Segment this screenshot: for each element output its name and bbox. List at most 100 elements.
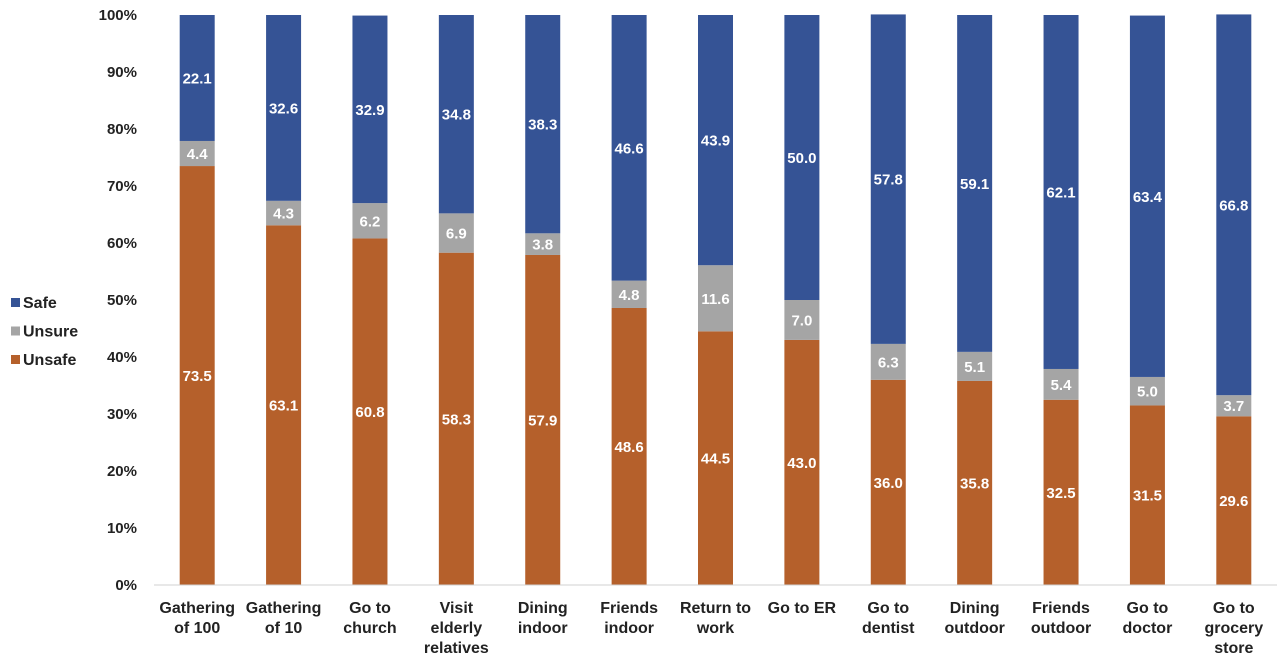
legend-label-safe: Safe — [23, 295, 57, 312]
data-label-unsafe: 32.5 — [1046, 485, 1075, 502]
category-label-line: of 100 — [174, 620, 220, 637]
legend-swatch-safe — [11, 298, 20, 307]
category-label: Go to ER — [768, 600, 837, 617]
bar-unsure — [525, 233, 561, 255]
category-label-line: elderly — [431, 620, 483, 637]
data-label-unsafe: 35.8 — [960, 475, 989, 492]
bars: 73.5 4.4 22.1 63.1 4.3 32.6 60.8 6.2 32.9 58.3 6.9… — [179, 14, 1252, 586]
data-label-safe: 38.3 — [528, 117, 557, 134]
legend-label-unsure: Unsure — [23, 324, 78, 341]
data-label-unsafe: 43.0 — [787, 455, 816, 472]
category-label-line: relatives — [424, 640, 489, 657]
data-label-unsure: 3.7 — [1223, 398, 1244, 415]
bar-safe — [525, 15, 561, 234]
legend: Safe Unsure Unsafe — [11, 295, 78, 369]
category-label-line: church — [343, 620, 396, 637]
category-label: Friends outdoor — [1031, 600, 1091, 637]
bar-safe — [438, 15, 474, 214]
bar-safe — [179, 15, 215, 141]
y-tick-label: 60% — [107, 235, 137, 252]
legend-swatch-unsure — [11, 326, 20, 336]
category-label-line: Dining — [950, 600, 1000, 617]
data-label-safe: 57.8 — [874, 172, 903, 189]
y-tick-label: 10% — [107, 520, 137, 537]
category-label-line: outdoor — [944, 620, 1004, 637]
category-label: Visit elderly relatives — [424, 600, 489, 657]
category-label-line: grocery — [1204, 620, 1263, 637]
bar-unsafe — [1216, 416, 1252, 585]
bar-unsafe — [179, 166, 215, 586]
y-tick-label: 20% — [107, 463, 137, 480]
bar-safe — [352, 15, 388, 204]
y-tick-label: 50% — [107, 292, 137, 309]
data-label-safe: 62.1 — [1046, 184, 1075, 201]
data-label-unsure: 6.2 — [360, 213, 381, 230]
data-label-safe: 50.0 — [787, 150, 816, 167]
legend-swatch-unsafe — [11, 355, 20, 364]
category-label: Dining outdoor — [944, 600, 1004, 637]
data-label-unsure: 5.4 — [1051, 377, 1073, 394]
bar-unsure — [870, 343, 906, 380]
data-label-safe: 34.8 — [442, 107, 471, 124]
data-label-unsure: 6.3 — [878, 354, 899, 371]
data-label-unsure: 6.9 — [446, 226, 467, 243]
category-label: Return to work — [680, 600, 751, 637]
bar-unsure — [352, 203, 388, 239]
bar-unsafe — [784, 339, 820, 585]
bar-unsafe — [698, 331, 733, 585]
data-label-unsure: 4.8 — [619, 287, 640, 304]
data-label-unsafe: 31.5 — [1133, 488, 1162, 505]
category-label-line: outdoor — [1031, 620, 1091, 637]
y-tick-label: 80% — [107, 121, 137, 138]
bar-safe — [266, 15, 302, 201]
data-label-safe: 59.1 — [960, 176, 989, 193]
category-label-line: Go to ER — [768, 600, 837, 617]
bar-safe — [1216, 14, 1252, 396]
category-label-line: Go to — [867, 600, 909, 617]
data-label-unsafe: 48.6 — [615, 439, 644, 456]
data-label-unsure: 4.4 — [187, 146, 209, 163]
data-label-safe: 32.9 — [355, 102, 384, 119]
category-label-line: store — [1214, 640, 1253, 657]
bar-safe — [698, 15, 733, 266]
bar-unsafe — [352, 238, 388, 585]
category-label-line: Dining — [518, 600, 568, 617]
bar-unsafe — [1043, 399, 1079, 585]
category-label-line: of 10 — [265, 620, 302, 637]
bar-unsafe — [870, 379, 906, 585]
data-label-unsure: 5.1 — [964, 359, 985, 376]
category-label: Gathering of 10 — [246, 600, 322, 637]
bar-unsure — [1043, 368, 1079, 400]
data-label-unsafe: 44.5 — [701, 451, 730, 468]
bar-unsure — [266, 200, 302, 226]
data-label-unsure: 5.0 — [1137, 384, 1158, 401]
y-tick-label: 100% — [99, 7, 137, 24]
category-label-line: dentist — [862, 620, 915, 637]
y-axis: 0% 10% 20% 30% 40% 50% 60% 70% 80% 90% 100% — [99, 7, 137, 594]
data-label-unsafe: 58.3 — [442, 411, 471, 428]
bar-unsure — [1129, 376, 1165, 406]
bar-safe — [1129, 15, 1165, 377]
category-label-line: indoor — [604, 620, 654, 637]
bar-unsafe — [1129, 405, 1165, 585]
data-label-unsure: 3.8 — [532, 237, 553, 254]
bar-unsure — [957, 351, 993, 381]
category-label: Go to grocery store — [1204, 600, 1263, 657]
data-label-unsure: 4.3 — [273, 206, 294, 223]
category-label-line: work — [696, 620, 734, 637]
category-label: Gathering of 100 — [159, 600, 235, 637]
y-tick-label: 90% — [107, 64, 137, 81]
y-tick-label: 30% — [107, 406, 137, 423]
category-label-line: Return to — [680, 600, 751, 617]
data-label-safe: 46.6 — [615, 140, 644, 157]
data-label-safe: 43.9 — [701, 133, 730, 150]
bar-unsafe — [438, 252, 474, 585]
category-label: Friends indoor — [600, 600, 658, 637]
bar-unsure — [438, 213, 474, 253]
category-label-line: Friends — [1032, 600, 1090, 617]
data-label-safe: 22.1 — [183, 70, 212, 87]
category-label-line: Go to — [1127, 600, 1169, 617]
category-label: Go to church — [343, 600, 396, 637]
category-label-line: Go to — [1213, 600, 1255, 617]
